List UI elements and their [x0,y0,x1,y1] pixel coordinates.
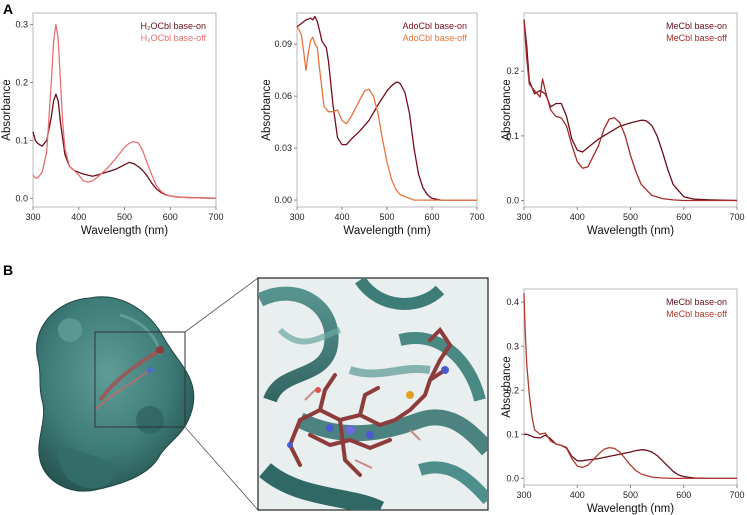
y-tick-label: 0.0 [506,473,519,483]
y-tick-label: 0.0 [506,196,519,206]
y-tick-label: 0.2 [15,77,28,87]
y-tick-label: 0.00 [274,195,292,205]
y-tick-label: 0.2 [506,66,519,76]
x-tick-label: 500 [623,490,638,500]
x-tick-label: 400 [334,212,349,222]
legend-entry-0: MeCbl base-on [666,297,727,307]
y-tick-label: 0.1 [506,429,519,439]
legend-entry-0: AdoCbl base-on [402,21,467,31]
y-axis-label: Absorbance [501,79,513,140]
y-tick-label: 0.1 [506,131,519,141]
series-line-1 [296,26,477,201]
y-tick-label: 0.4 [506,297,519,307]
y-tick-label: 0.3 [15,20,28,30]
h2ocbl-spectrum-chart: 300 400 500 600 700 0.0 0.1 0.2 0.3 Wavelength (n… [1,12,224,237]
panel-label-b: B [3,262,14,278]
x-axis-label: Wavelength (nm) [587,225,674,237]
x-tick-label: 700 [469,212,484,222]
legend-entry-1: MeCbl base-off [666,33,727,43]
y-tick-label: 0.2 [506,385,519,395]
x-tick-label: 700 [729,490,744,500]
x-tick-label: 700 [208,212,223,222]
x-tick-label: 600 [676,212,691,222]
x-tick-label: 300 [25,212,40,222]
x-tick-label: 300 [516,490,531,500]
mecbl-spectrum-chart-b: 300 400 500 600 700 0.0 0.1 0.2 0.3 0.4 Wavelength… [501,288,745,515]
y-tick-label: 0.3 [506,341,519,351]
x-tick-label: 400 [71,212,86,222]
series-line-1 [523,293,737,480]
x-tick-label: 400 [570,212,585,222]
panel-label-a: A [3,1,14,17]
y-tick-label: 0.03 [274,143,292,153]
series-line-0 [32,93,217,199]
zoom-region-box [94,331,186,428]
legend-entry-1: MeCbl base-off [666,309,727,319]
mecbl-spectrum-chart-a: 300 400 500 600 700 0.0 0.1 0.2 Wavelength (nm) A… [501,12,745,237]
x-axis-label: Wavelength (nm) [81,225,168,237]
y-tick-label: 0.0 [15,193,28,203]
adocbl-spectrum-chart: 300 400 500 600 700 0.00 0.03 0.06 0.09 Wavelengt… [261,12,485,237]
x-tick-label: 600 [676,490,691,500]
x-axis-label: Wavelength (nm) [343,225,430,237]
x-tick-label: 300 [289,212,304,222]
x-axis-label: Wavelength (nm) [587,503,674,515]
y-tick-label: 0.09 [274,39,292,49]
y-tick-label: 0.1 [15,135,28,145]
series-line-1 [32,23,217,199]
x-tick-label: 500 [379,212,394,222]
x-tick-label: 400 [570,490,585,500]
legend-entry-1: H₂OCbl base-off [141,33,207,43]
legend-entry-0: MeCbl base-on [666,21,727,31]
legend-entry-1: AdoCbl base-off [403,33,468,43]
y-axis-label: Absorbance [261,79,273,140]
binding-site-inset [257,277,489,511]
x-tick-label: 500 [117,212,132,222]
series-line-0 [524,433,737,480]
series-line-0 [296,15,477,201]
x-tick-label: 300 [516,212,531,222]
legend-entry-0: H₂OCbl base-on [140,21,206,31]
x-tick-label: 700 [729,212,744,222]
x-tick-label: 500 [623,212,638,222]
series-line-0 [523,19,738,202]
y-tick-label: 0.06 [274,91,292,101]
protein-surface [36,296,195,492]
y-axis-label: Absorbance [1,79,13,140]
x-tick-label: 600 [163,212,178,222]
series-line-1 [523,19,737,202]
protein-structure-figure [36,277,489,511]
y-axis-label: Absorbance [501,356,513,417]
x-tick-label: 600 [424,212,439,222]
